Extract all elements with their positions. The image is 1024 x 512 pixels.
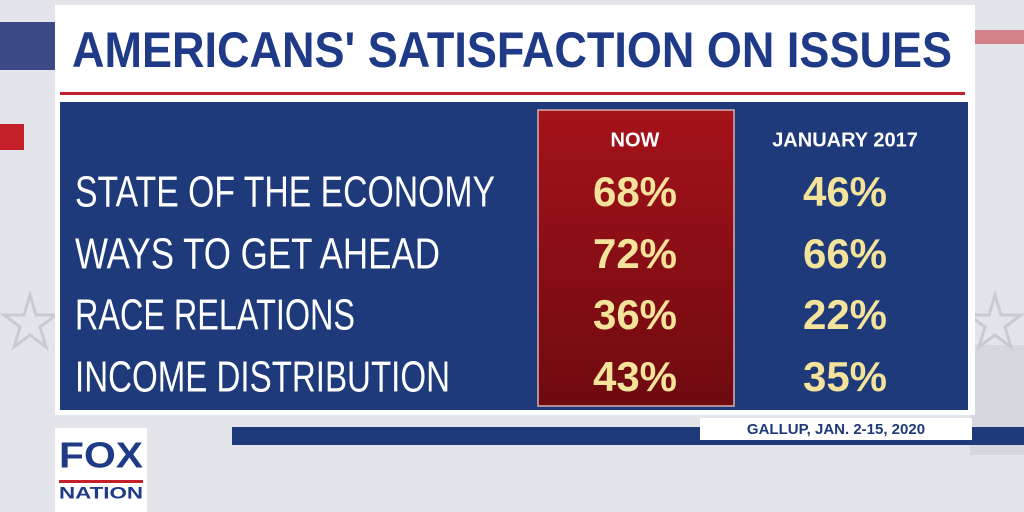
stripe (0, 124, 24, 150)
rule (60, 92, 965, 95)
star (0, 289, 61, 351)
title: AMERICANS' SATISFACTION ON ISSUES (72, 22, 952, 78)
cell-value: 35% (803, 353, 887, 400)
source-box (700, 418, 972, 440)
star (964, 289, 1024, 351)
column-header: JANUARY 2017 (772, 129, 918, 151)
source: GALLUP, JAN. 2-15, 2020 (747, 421, 925, 438)
column-header: NOW (611, 129, 660, 151)
row-label: INCOME DISTRIBUTION (75, 353, 450, 402)
table-panel (60, 102, 968, 410)
row-label: STATE OF THE ECONOMY (75, 168, 495, 217)
rows: STATE OF THE ECONOMY 68% 46% WAYS TO GET AH… (75, 168, 887, 402)
logo-text: FOX (59, 435, 143, 476)
row-label: RACE RELATIONS (75, 291, 355, 340)
logo-box (55, 428, 147, 512)
cell-value: 43% (593, 353, 677, 400)
stripe (970, 30, 1024, 44)
logo-text: NATION (59, 483, 143, 502)
logo-rule (59, 480, 143, 483)
cell-value: 66% (803, 230, 887, 277)
cell-value: 46% (803, 168, 887, 215)
stripe (0, 22, 60, 70)
cell-value: 72% (593, 230, 677, 277)
cell-value: 68% (593, 168, 677, 215)
row-label: WAYS TO GET AHEAD (75, 230, 440, 279)
cell-value: 22% (803, 291, 887, 338)
cell-value: 36% (593, 291, 677, 338)
highlight-column (537, 109, 735, 407)
